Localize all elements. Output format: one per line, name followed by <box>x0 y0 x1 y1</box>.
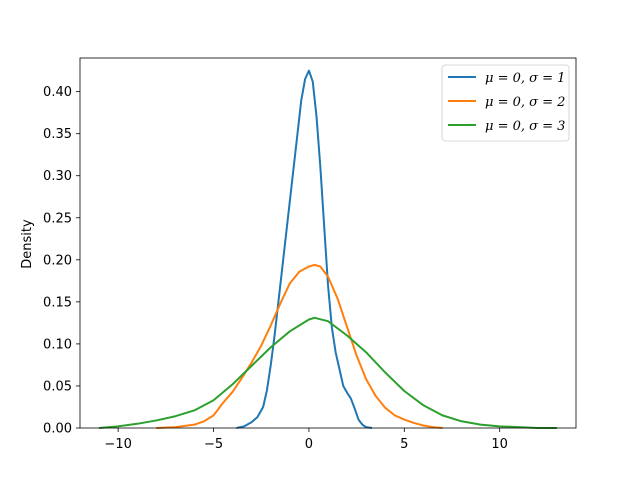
plot-area <box>79 57 577 429</box>
x-axis: −10 −5 0 5 10 <box>104 428 508 452</box>
x-tick-label: 5 <box>400 437 408 452</box>
y-tick-label: 0.00 <box>43 422 72 437</box>
legend-label-3: μ = 0, σ = 3 <box>485 119 565 134</box>
x-tick-label: −5 <box>204 437 223 452</box>
x-tick-label: 0 <box>305 437 313 452</box>
x-tick-label: −10 <box>104 437 131 452</box>
y-tick-label: 0.05 <box>43 379 72 394</box>
series-line-1 <box>236 69 373 429</box>
y-tick-label: 0.15 <box>43 295 72 310</box>
y-tick-label: 0.10 <box>43 337 72 352</box>
legend: μ = 0, σ = 1 μ = 0, σ = 2 μ = 0, σ = 3 <box>441 64 570 142</box>
x-tick-label: 10 <box>491 437 508 452</box>
legend-label-2: μ = 0, σ = 2 <box>485 95 565 110</box>
y-tick-label: 0.25 <box>43 211 72 226</box>
axes-frame <box>79 57 577 429</box>
series-line-3 <box>98 316 557 429</box>
series-line-2 <box>156 263 443 429</box>
y-tick-label: 0.40 <box>43 85 72 100</box>
y-tick-label: 0.30 <box>43 169 72 184</box>
y-axis: 0.00 0.05 0.10 0.15 0.20 0.25 0.30 0.35 0.40 <box>43 85 80 437</box>
y-axis-label: Density <box>20 219 35 269</box>
y-tick-label: 0.35 <box>43 127 72 142</box>
legend-box <box>441 64 570 142</box>
y-tick-label: 0.20 <box>43 253 72 268</box>
legend-label-1: μ = 0, σ = 1 <box>485 71 565 86</box>
